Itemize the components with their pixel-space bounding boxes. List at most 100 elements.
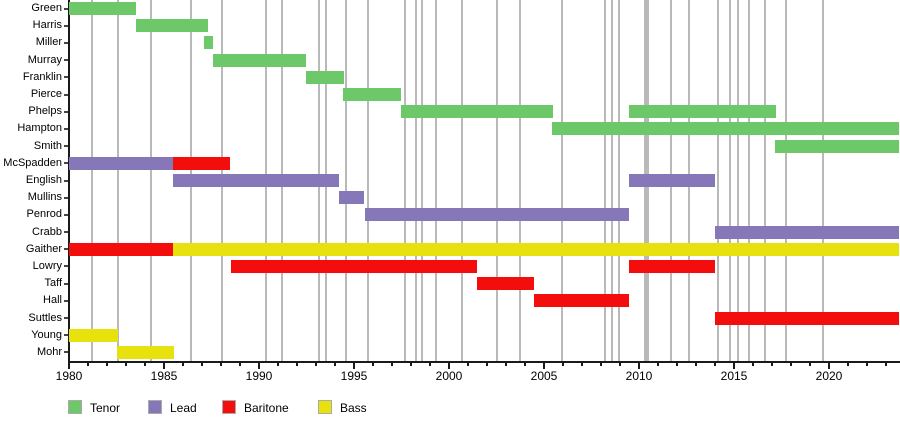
row-axis-tick [63,282,68,285]
bar-green-tenor [69,2,137,16]
row-label-phelps: Phelps [28,105,62,118]
x-axis-major-tick [353,363,355,369]
x-axis-major-tick [733,363,735,369]
x-axis-minor-tick [334,363,336,366]
bar-smith-tenor [774,139,900,153]
row-label-suttles: Suttles [28,311,62,324]
row-axis-tick [63,265,68,268]
x-axis-minor-tick [695,363,697,366]
legend-item-bass: Bass [318,400,396,415]
x-axis-minor-tick [524,363,526,366]
legend-label-bass: Bass [340,401,367,415]
x-axis-major-tick [68,363,70,369]
event-gridline [561,0,564,361]
bar-lowry-baritone [230,259,477,273]
bar-english-lead [628,174,715,187]
legend-item-lead: Lead [148,400,226,415]
row-axis-tick [63,127,68,130]
event-gridline [90,0,93,361]
bar-lowry-baritone [628,259,715,273]
event-gridline [519,0,522,361]
bar-young-bass [69,328,119,342]
x-axis-major-tick [638,363,640,369]
x-axis-tick-label-2000: 2000 [435,369,463,383]
x-axis-major-tick [163,363,165,369]
x-axis-major-tick [543,363,545,369]
event-gridline [117,0,120,361]
legend-swatch-bass [318,400,332,414]
bar-crabb-lead [715,225,900,239]
row-label-crabb: Crabb [32,225,62,238]
row-axis-tick [63,162,68,165]
row-label-harris: Harris [32,19,62,32]
row-label-english: English [25,174,62,186]
x-axis-minor-tick [847,363,849,366]
x-axis-minor-tick [581,363,583,366]
row-axis-tick [63,231,68,234]
row-label-penrod: Penrod [26,208,62,221]
x-axis-minor-tick [220,363,222,366]
x-axis-minor-tick [562,363,564,366]
row-axis-tick [63,145,68,148]
bar-hall-baritone [533,294,629,308]
event-gridline [435,0,438,361]
legend-item-tenor: Tenor [68,400,146,415]
event-gridline [460,0,463,361]
bar-franklin-tenor [305,70,345,84]
x-axis-minor-tick [315,363,317,366]
x-axis-minor-tick [714,363,716,366]
row-axis-tick [63,7,68,10]
row-label-hall: Hall [43,294,62,307]
x-axis-minor-tick [372,363,374,366]
row-axis-tick [63,248,68,251]
event-gridline [403,0,406,361]
bar-english-lead [172,174,339,187]
x-axis-tick-label-2010: 2010 [625,369,653,383]
bar-harris-tenor [135,19,208,33]
legend-swatch-baritone [222,400,236,414]
row-axis-tick [63,351,68,354]
x-axis-minor-tick [505,363,507,366]
event-gridline [736,0,739,361]
legend-label-tenor: Tenor [90,401,121,415]
x-axis-minor-tick [87,363,89,366]
row-axis-tick [63,93,68,96]
bar-suttles-baritone [715,311,900,325]
row-axis-tick [63,299,68,302]
event-gridline [729,0,731,361]
row-label-green: Green [31,2,62,15]
x-axis-tick-label-1985: 1985 [150,369,178,383]
x-axis-tick-label-2020: 2020 [815,369,843,383]
event-gridline [821,0,824,361]
x-axis-line [67,361,900,363]
x-axis-tick-label-1990: 1990 [245,369,273,383]
row-label-young: Young [31,328,62,341]
legend-label-baritone: Baritone [244,401,289,415]
bar-phelps-tenor [628,105,776,119]
x-axis-major-tick [828,363,830,369]
x-axis-minor-tick [239,363,241,366]
row-axis-tick [63,317,68,320]
legend-label-lead: Lead [170,401,197,415]
x-axis-minor-tick [391,363,393,366]
legend-swatch-tenor [68,400,82,414]
row-label-gaither: Gaither [25,242,62,255]
bar-gaither-baritone [69,242,173,256]
x-axis-tick-label-1980: 1980 [55,369,83,383]
x-axis-minor-tick [277,363,279,366]
bar-mohr-bass [116,345,174,359]
row-label-mcspadden: McSpadden [3,156,62,169]
x-axis-major-tick [448,363,450,369]
event-gridline [785,0,788,361]
bar-taff-baritone [476,277,535,291]
event-gridline [345,0,348,361]
row-label-mohr: Mohr [36,345,62,358]
row-label-miller: Miller [35,36,62,49]
x-axis-tick-label-2005: 2005 [530,369,558,383]
event-gridline [367,0,370,361]
x-axis-minor-tick [201,363,203,366]
row-axis-tick [63,179,68,182]
bar-phelps-tenor [400,105,553,119]
x-axis-minor-tick [410,363,412,366]
x-axis-major-tick [258,363,260,369]
